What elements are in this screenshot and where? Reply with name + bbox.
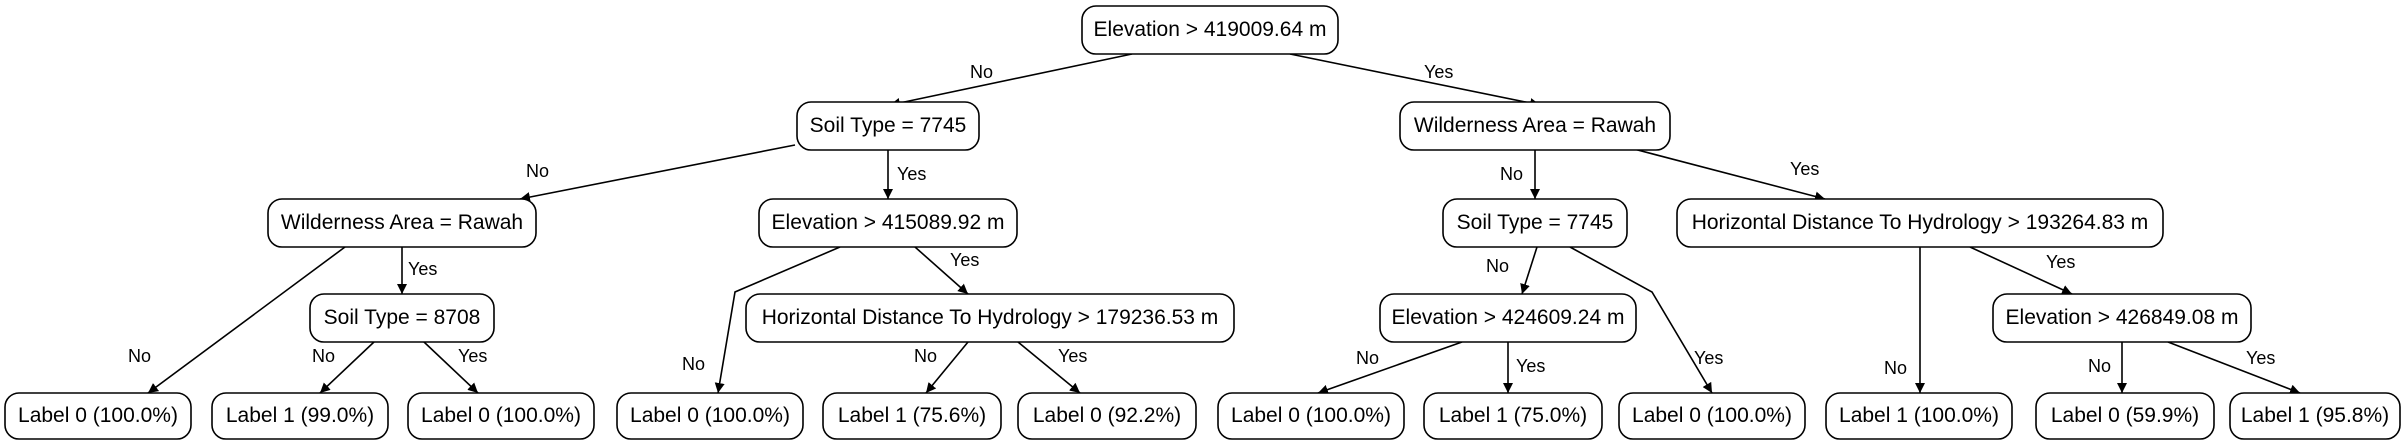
decision-node-elevation-left: Elevation > 415089.92 m — [758, 198, 1018, 248]
svg-text:Elevation > 426849.08 m: Elevation > 426849.08 m — [2006, 306, 2239, 329]
edge-label-n5-n9: Yes — [950, 250, 979, 270]
edge-label-n2-n4: No — [526, 161, 549, 181]
edge-n8-l3 — [423, 341, 479, 394]
edge-label-n3-n6: No — [1500, 164, 1523, 184]
svg-text:Label 0 (100.0%): Label 0 (100.0%) — [630, 404, 790, 427]
decision-node-wilderness-area-right: Wilderness Area = Rawah — [1399, 101, 1671, 151]
decision-node-elevation-426849: Elevation > 426849.08 m — [1992, 293, 2252, 343]
edge-label-n5-l4: No — [682, 354, 705, 374]
leaf-node-9: Label 0 (100.0%) — [1618, 392, 1806, 440]
leaf-node-7: Label 0 (100.0%) — [1217, 392, 1405, 440]
edge-label-n9-l6: Yes — [1058, 346, 1087, 366]
decision-node-elevation-root: Elevation > 419009.64 m — [1081, 5, 1339, 55]
leaf-node-5: Label 1 (75.6%) — [822, 392, 1002, 440]
leaf-node-4: Label 0 (100.0%) — [616, 392, 804, 440]
svg-text:Label 1 (75.0%): Label 1 (75.0%) — [1439, 404, 1587, 427]
decision-node-soil-type-8708: Soil Type = 8708 — [309, 293, 495, 343]
edge-n8-l2 — [319, 341, 375, 394]
svg-text:Elevation > 415089.92 m: Elevation > 415089.92 m — [772, 211, 1005, 234]
leaf-node-1: Label 0 (100.0%) — [4, 392, 192, 440]
edge-label-n9-l5: No — [914, 346, 937, 366]
edge-labels: No Yes No Yes No Yes No Yes No Yes No Ye… — [128, 62, 2275, 378]
svg-text:Elevation > 424609.24 m: Elevation > 424609.24 m — [1392, 306, 1625, 329]
decision-node-hydrology-left: Horizontal Distance To Hydrology > 17923… — [745, 293, 1235, 343]
decision-node-soil-type-left: Soil Type = 7745 — [796, 101, 980, 151]
decision-node-soil-type-right: Soil Type = 7745 — [1442, 198, 1628, 248]
edge-label-n1-n3: Yes — [1424, 62, 1453, 82]
decision-node-elevation-424609: Elevation > 424609.24 m — [1379, 293, 1637, 343]
edge-label-n8-l2: No — [312, 346, 335, 366]
edge-label-n8-l3: Yes — [458, 346, 487, 366]
leaf-node-2: Label 1 (99.0%) — [211, 392, 389, 440]
edge-n9-l6 — [1017, 341, 1081, 394]
edge-n6-n10 — [1520, 246, 1538, 295]
svg-text:Wilderness Area = Rawah: Wilderness Area = Rawah — [281, 211, 523, 234]
edge-n11-l12 — [2167, 341, 2301, 395]
leaf-node-11: Label 0 (59.9%) — [2035, 392, 2215, 440]
svg-text:Label 0 (59.9%): Label 0 (59.9%) — [2051, 404, 2199, 427]
edge-label-n7-l10: No — [1884, 358, 1907, 378]
decision-node-wilderness-area-left: Wilderness Area = Rawah — [267, 198, 537, 248]
svg-text:Label 0 (100.0%): Label 0 (100.0%) — [421, 404, 581, 427]
edge-label-n3-n7: Yes — [1790, 159, 1819, 179]
edge-label-n1-n2: No — [970, 62, 993, 82]
edge-label-n6-n10: No — [1486, 256, 1509, 276]
leaf-node-8: Label 1 (75.0%) — [1423, 392, 1603, 440]
svg-text:Elevation > 419009.64 m: Elevation > 419009.64 m — [1094, 18, 1327, 41]
svg-text:Soil Type = 8708: Soil Type = 8708 — [324, 306, 481, 329]
edge-n4-l1 — [147, 246, 346, 394]
svg-text:Label 1 (99.0%): Label 1 (99.0%) — [226, 404, 374, 427]
edge-label-n11-l12: Yes — [2246, 348, 2275, 368]
edge-n10-l7 — [1317, 341, 1463, 395]
svg-text:Wilderness Area = Rawah: Wilderness Area = Rawah — [1414, 114, 1656, 137]
leaf-node-10: Label 1 (100.0%) — [1825, 392, 2013, 440]
edge-n7-n11 — [1969, 246, 2073, 295]
leaf-node-12: Label 1 (95.8%) — [2229, 392, 2401, 440]
svg-text:Label 1 (100.0%): Label 1 (100.0%) — [1839, 404, 1999, 427]
edge-label-n4-n8: Yes — [408, 259, 437, 279]
svg-text:Soil Type = 7745: Soil Type = 7745 — [1457, 211, 1614, 234]
svg-text:Label 0 (100.0%): Label 0 (100.0%) — [18, 404, 178, 427]
edge-n5-l4 — [714, 246, 841, 394]
edge-label-n10-l8: Yes — [1516, 356, 1545, 376]
edge-label-n2-n5: Yes — [897, 164, 926, 184]
svg-text:Label 1 (75.6%): Label 1 (75.6%) — [838, 404, 986, 427]
svg-text:Label 0 (100.0%): Label 0 (100.0%) — [1632, 404, 1792, 427]
edges — [147, 53, 2301, 395]
svg-text:Horizontal Distance To Hydrolo: Horizontal Distance To Hydrology > 17923… — [762, 306, 1219, 329]
edge-n1-n2 — [889, 53, 1133, 108]
leaf-node-3: Label 0 (100.0%) — [407, 392, 595, 440]
edge-n1-n3 — [1289, 53, 1541, 108]
edge-n6-l9 — [1569, 246, 1713, 394]
edge-n3-n7 — [1629, 147, 1826, 202]
svg-text:Horizontal Distance To Hydrolo: Horizontal Distance To Hydrology > 19326… — [1692, 211, 2149, 234]
decision-node-hydrology-right: Horizontal Distance To Hydrology > 19326… — [1676, 198, 2164, 248]
edge-label-n10-l7: No — [1356, 348, 1379, 368]
edge-n9-l5 — [925, 341, 969, 394]
svg-text:Soil Type = 7745: Soil Type = 7745 — [810, 114, 967, 137]
edge-label-n7-n11: Yes — [2046, 252, 2075, 272]
svg-text:Label 0 (92.2%): Label 0 (92.2%) — [1033, 404, 1181, 427]
edge-label-n11-l11: No — [2088, 356, 2111, 376]
edge-label-n6-l9: Yes — [1694, 348, 1723, 368]
edge-n5-n9 — [914, 246, 969, 295]
leaf-node-6: Label 0 (92.2%) — [1017, 392, 1197, 440]
svg-text:Label 0 (100.0%): Label 0 (100.0%) — [1231, 404, 1391, 427]
svg-text:Label 1 (95.8%): Label 1 (95.8%) — [2241, 404, 2389, 427]
edge-label-n4-l1: No — [128, 346, 151, 366]
edge-n2-n4 — [519, 144, 796, 202]
